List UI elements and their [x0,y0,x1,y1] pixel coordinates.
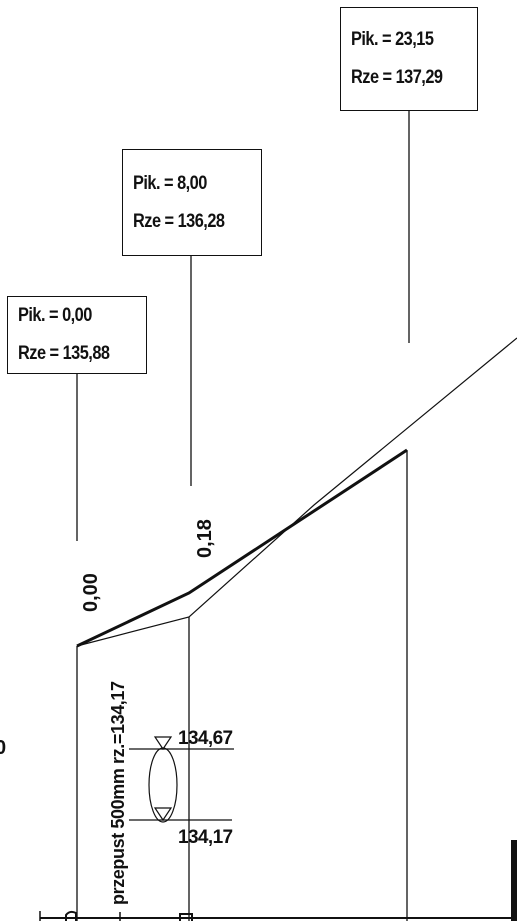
station-pik-2: Pik. = 8,00 [133,172,207,194]
bottom-fragment-2 [179,913,193,921]
culvert-top-level: 134,67 [178,728,233,749]
station-label-box-3: Pik. = 23,15 Rze = 137,29 [340,7,478,111]
offset-label-1: 0,00 [80,573,102,612]
station-rze-3: Rze = 137,29 [351,67,443,88]
culvert-pipe-icon [148,747,178,823]
culvert-label: przepust 500mm rz.=134,17 [108,681,128,905]
offset-label-2: 0,18 [194,519,216,558]
edge-partial-text: 0 [0,737,6,759]
station-pik-3: Pik. = 23,15 [351,29,434,50]
station-label-box-2: Pik. = 8,00 Rze = 136,28 [122,149,262,256]
culvert-bottom-triangle-icon [153,807,173,822]
terrain-line [76,337,517,647]
station-rze-1: Rze = 135,88 [18,343,110,364]
right-edge-mark [511,840,517,921]
station-label-box-1: Pik. = 0,00 Rze = 135,88 [7,296,147,374]
culvert-top-triangle-icon [153,736,173,751]
ground-line [76,448,408,648]
culvert-bottom-level: 134,17 [178,827,233,848]
station-pik-1: Pik. = 0,00 [18,305,92,326]
bottom-fragment-1 [65,910,77,921]
station-rze-2: Rze = 136,28 [133,210,225,232]
